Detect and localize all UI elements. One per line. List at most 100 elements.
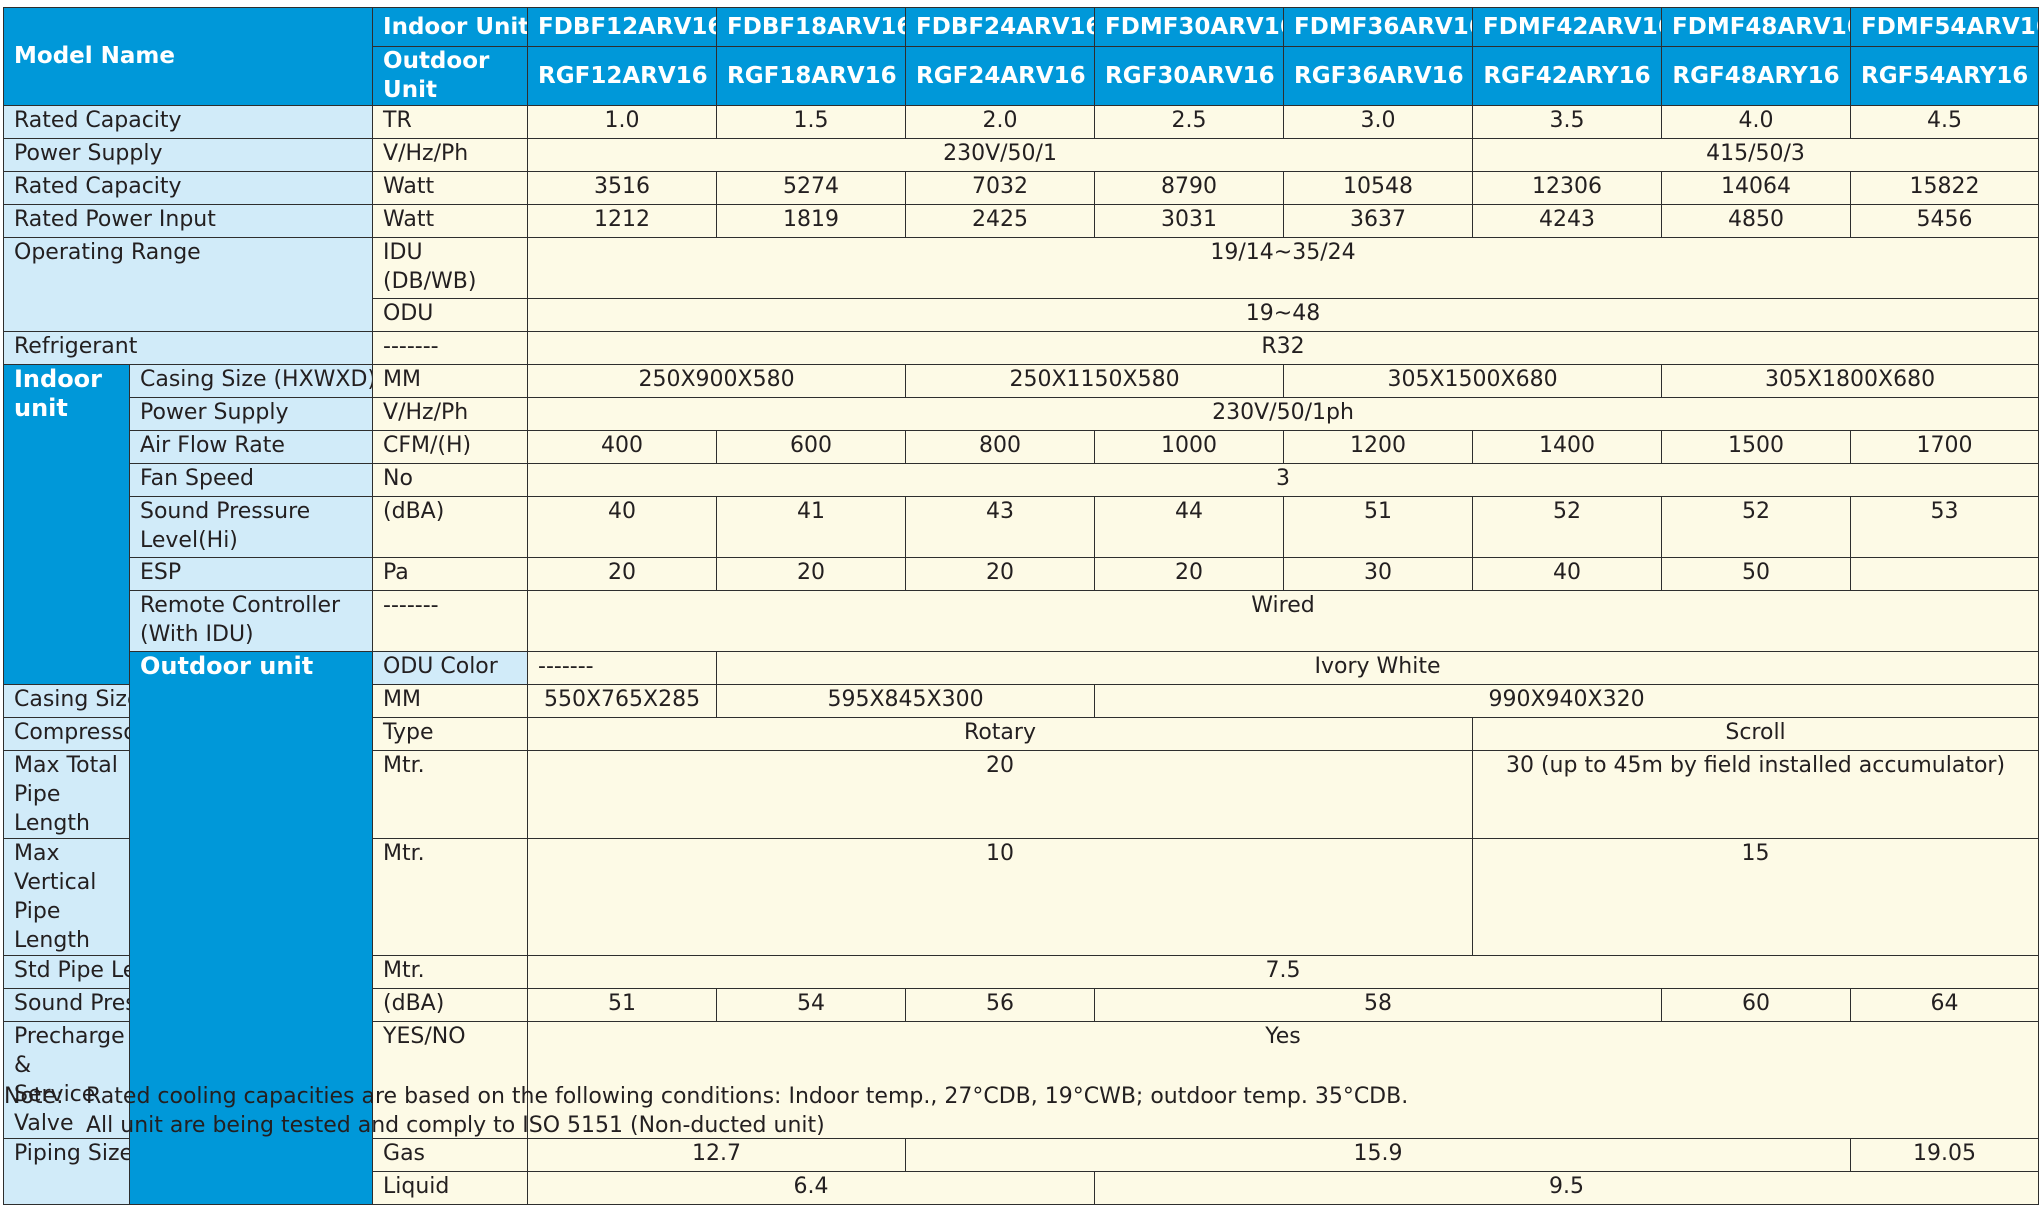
row-unit: V/Hz/Ph — [372, 397, 529, 431]
row-unit: (dBA) — [372, 988, 529, 1022]
value-cell: 2425 — [905, 204, 1096, 238]
table-row: Air Flow Rate CFM/(H) 400 600 800 1000 1… — [4, 430, 2040, 464]
value-cell: 5456 — [1850, 204, 2040, 238]
note-text: All unit are being tested and comply to … — [86, 1113, 825, 1138]
row-unit: Mtr. — [372, 955, 529, 989]
value-cell: 2.0 — [905, 105, 1096, 139]
value-cell: 20 — [905, 557, 1096, 591]
indoor-model-cell: FDMF36ARV16 — [1283, 7, 1474, 47]
value-cell: 30 — [1283, 557, 1474, 591]
value-cell: 52 — [1472, 496, 1663, 558]
row-label: Casing Size (HXWXD) — [3, 684, 130, 718]
table-row: Refrigerant ------- R32 — [2, 331, 2040, 365]
row-unit: V/Hz/Ph — [372, 138, 529, 172]
value-cell: 51 — [527, 988, 718, 1022]
value-cell: 14064 — [1661, 171, 1852, 205]
row-label: Refrigerant — [2, 331, 374, 365]
value-cell: 1.0 — [527, 105, 718, 139]
table-row: Precharge & Service Valve YES/NO Yes — [3, 1021, 2040, 1139]
row-unit: Watt — [372, 204, 529, 238]
indoor-model-cell: FDBF24ARV16 — [905, 7, 1096, 47]
value-cell: Ivory White — [716, 651, 2040, 685]
value-cell: 53 — [1850, 496, 2040, 558]
outdoor-unit-group-label: Outdoor unit — [128, 651, 374, 1205]
value-cell: 305X1800X680 — [1661, 364, 2040, 398]
table-row: Outdoor unit ODU Color ------- Ivory Whi… — [4, 651, 2040, 1205]
row-label: Max Total Pipe Length — [3, 750, 130, 839]
outdoor-model-cell: RGF48ARY16 — [1661, 46, 1852, 106]
value-cell: 250X900X580 — [527, 364, 907, 398]
row-label: Power Supply — [128, 397, 374, 431]
value-cell: 1000 — [1094, 430, 1285, 464]
table-row: ESP Pa 20 20 20 20 30 40 50 — [4, 557, 2040, 591]
value-cell: 230V/50/1ph — [527, 397, 2040, 431]
row-label: Std Pipe Length — [3, 955, 130, 989]
value-cell: 4.5 — [1850, 105, 2040, 139]
value-cell — [1850, 557, 2040, 591]
value-cell: 8790 — [1094, 171, 1285, 205]
outdoor-model-cell: RGF12ARV16 — [527, 46, 718, 106]
value-cell: 19/14~35/24 — [527, 237, 2040, 299]
table-row: Indoor unit Casing Size (HXWXD) MM 250X9… — [3, 364, 2040, 685]
row-label: Precharge & Service Valve — [3, 1021, 130, 1139]
footnote-line: All unit are being tested and comply to … — [4, 1111, 1408, 1140]
table-row: Sound Pressure Level(Hi) (dBA) 40 41 43 … — [4, 496, 2040, 558]
table-row: Fan Speed No 3 — [4, 463, 2040, 497]
value-cell: 12.7 — [527, 1138, 907, 1172]
value-cell: 1200 — [1283, 430, 1474, 464]
value-cell: 230V/50/1 — [527, 138, 1474, 172]
value-cell: 3 — [527, 463, 2040, 497]
row-label: Operating Range — [2, 237, 374, 332]
value-cell: 990X940X320 — [1094, 684, 2040, 718]
value-cell: Yes — [527, 1021, 2040, 1139]
table-row: Std Pipe Length Mtr. 7.5 — [3, 955, 2040, 989]
value-cell: 5274 — [716, 171, 907, 205]
row-label: Sound Pressure Level(Hi) — [128, 496, 374, 558]
footnote-line: Note: Rated cooling capacities are based … — [4, 1082, 1408, 1111]
value-cell: 1819 — [716, 204, 907, 238]
value-cell: Wired — [527, 590, 2040, 652]
value-cell: 20 — [1094, 557, 1285, 591]
value-cell: 20 — [716, 557, 907, 591]
value-cell: 1500 — [1661, 430, 1852, 464]
value-cell: 2.5 — [1094, 105, 1285, 139]
value-cell: Scroll — [1472, 717, 2040, 751]
value-cell: 40 — [1472, 557, 1663, 591]
outdoor-model-cell: RGF36ARV16 — [1283, 46, 1474, 106]
table-row: Max Total Pipe Length Mtr. 20 30 (up to … — [3, 750, 2040, 839]
indoor-model-cell: FDBF12ARV16 — [527, 7, 718, 47]
value-cell: 20 — [527, 750, 1474, 839]
value-cell: 15.9 — [905, 1138, 1852, 1172]
value-cell: 58 — [1094, 988, 1663, 1022]
row-unit: ------- — [527, 651, 718, 685]
indoor-model-cell: FDBF18ARV16 — [716, 7, 907, 47]
value-cell: 400 — [527, 430, 718, 464]
outdoor-model-cell: RGF42ARY16 — [1472, 46, 1663, 106]
value-cell: 6.4 — [527, 1171, 1096, 1205]
table-row: Power Supply V/Hz/Ph 230V/50/1 415/50/3 — [2, 138, 2040, 172]
outdoor-model-cell: RGF30ARV16 — [1094, 46, 1285, 106]
value-cell: 1700 — [1850, 430, 2040, 464]
value-cell: 10548 — [1283, 171, 1474, 205]
row-unit: ------- — [372, 590, 529, 652]
value-cell: 51 — [1283, 496, 1474, 558]
value-cell: Rotary — [527, 717, 1474, 751]
row-unit: No — [372, 463, 529, 497]
value-cell: 3.0 — [1283, 105, 1474, 139]
table-row: Casing Size (HXWXD) MM 550X765X285 595X8… — [3, 684, 2040, 718]
value-cell: 415/50/3 — [1472, 138, 2040, 172]
row-unit: Mtr. — [372, 838, 529, 956]
row-label: Casing Size (HXWXD) — [128, 364, 374, 398]
table-row: Power Supply V/Hz/Ph 230V/50/1ph — [4, 397, 2040, 431]
value-cell: 250X1150X580 — [905, 364, 1285, 398]
row-label: Max Vertical Pipe Length — [3, 838, 130, 956]
row-label: Rated Capacity — [2, 105, 374, 139]
value-cell: 19.05 — [1850, 1138, 2040, 1172]
table-row: Piping Size (MM) Gas 12.7 15.9 19.05 — [3, 1138, 2040, 1205]
value-cell: 43 — [905, 496, 1096, 558]
value-cell: 7.5 — [527, 955, 2040, 989]
value-cell: 3516 — [527, 171, 718, 205]
row-unit: IDU (DB/WB) — [372, 237, 529, 299]
row-unit: Mtr. — [372, 750, 529, 839]
row-unit: Liquid — [372, 1171, 529, 1205]
